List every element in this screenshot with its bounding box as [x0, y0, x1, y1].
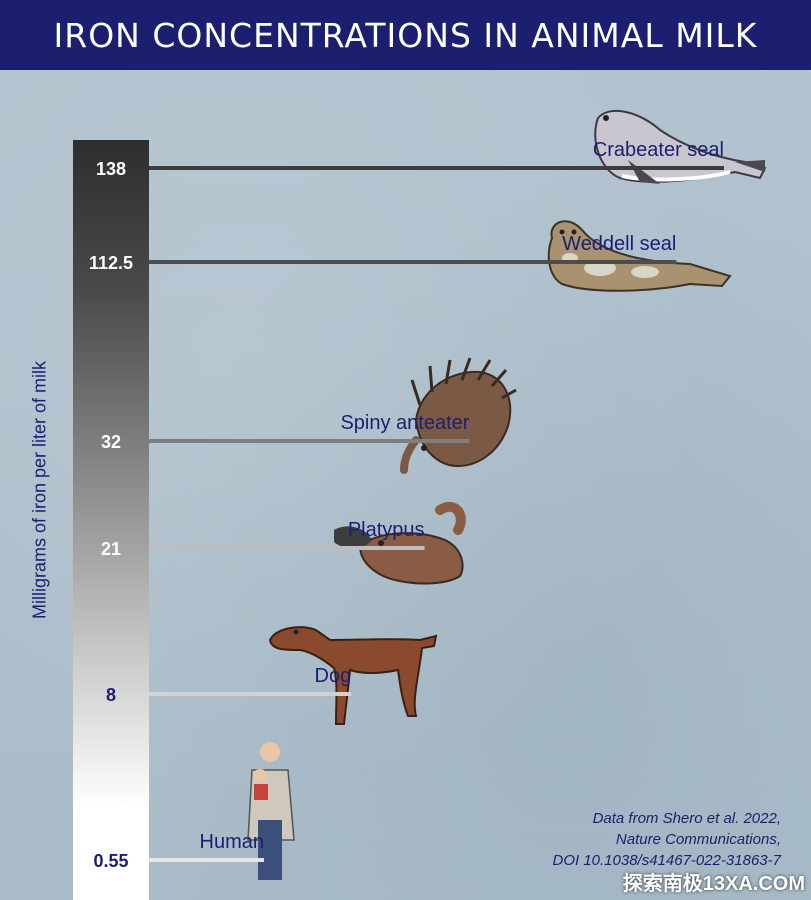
watermark: 探索南极13XA.COM: [622, 873, 805, 895]
dog-illustration: [268, 626, 438, 725]
value-label: 21: [101, 539, 121, 559]
value-label: 8: [106, 685, 116, 705]
scale-gradient-bar: [73, 140, 149, 900]
title-bar: IRON CONCENTRATIONS IN ANIMAL MILK: [0, 0, 811, 70]
category-label: Weddell seal: [562, 233, 676, 255]
value-label: 0.55: [93, 851, 128, 871]
bars-layer: 138 Crabeater seal 112.5 Weddell seal 32 Spin…: [89, 139, 724, 871]
category-label: Human: [200, 831, 264, 853]
weddell-seal-illustration: [547, 220, 732, 292]
crabeater-seal-illustration: [594, 109, 767, 184]
chart-title: IRON CONCENTRATIONS IN ANIMAL MILK: [53, 15, 758, 55]
value-label: 32: [101, 432, 121, 452]
credit-line-2: Nature Communications,: [615, 831, 781, 848]
credit-line-1: Data from Shero et al. 2022,: [592, 810, 781, 827]
platypus-illustration: [334, 501, 466, 585]
data-credit: Data from Shero et al. 2022, Nature Comm…: [552, 808, 781, 871]
value-label: 112.5: [89, 253, 133, 273]
value-label: 138: [96, 159, 126, 179]
category-label: Crabeater seal: [593, 139, 724, 161]
category-label: Spiny anteater: [340, 412, 469, 434]
category-label: Platypus: [348, 519, 425, 541]
credit-line-3: DOI 10.1038/s41467-022-31863-7: [552, 852, 781, 869]
human-illustration: [247, 742, 295, 880]
category-label: Dog: [315, 665, 352, 687]
